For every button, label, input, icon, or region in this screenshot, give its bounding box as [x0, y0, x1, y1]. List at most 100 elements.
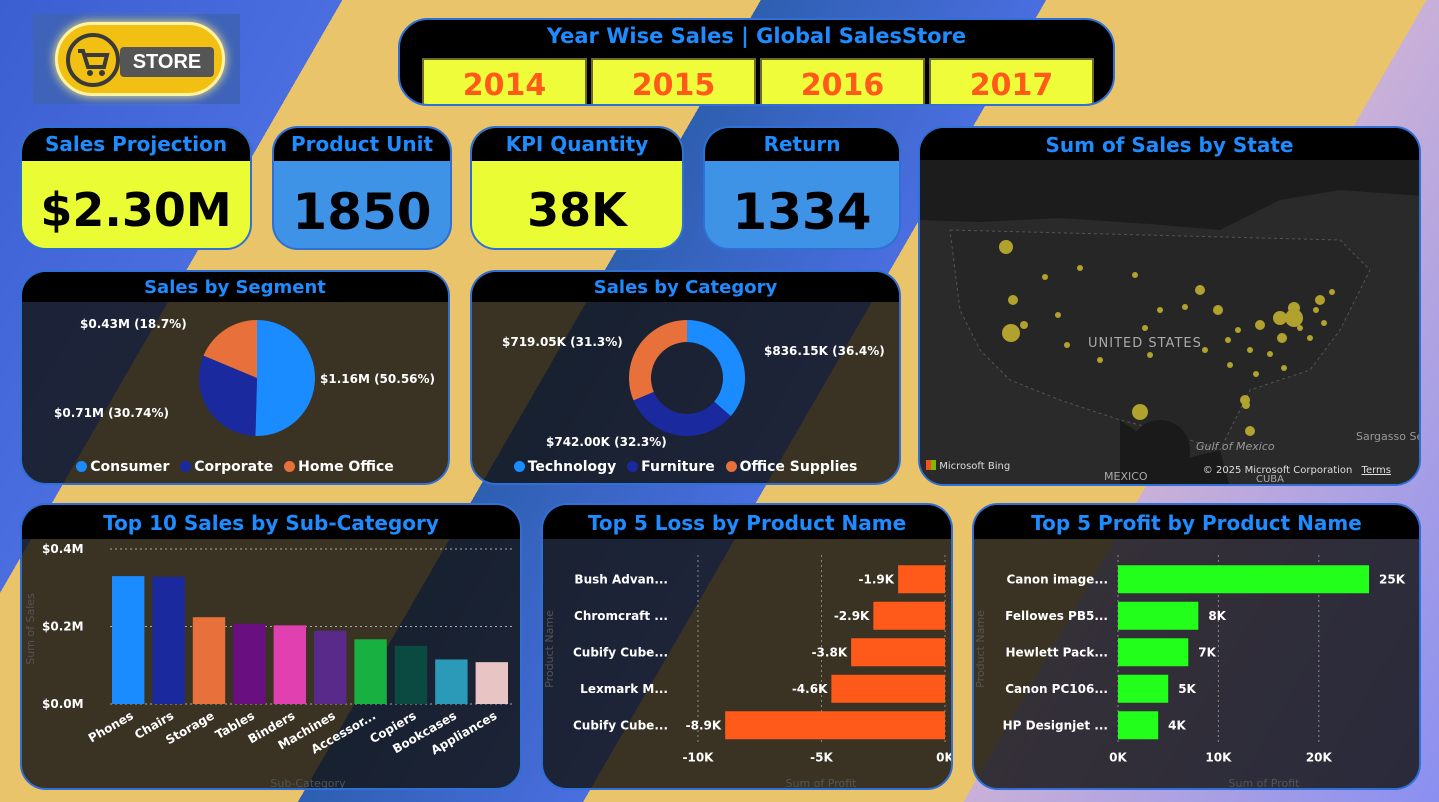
- y-tick-label: $0.0M: [42, 697, 84, 711]
- kpi-quantity: KPI Quantity 38K: [470, 126, 684, 250]
- kpi-product-unit: Product Unit 1850: [272, 126, 452, 250]
- category-label: Fellowes PB5...: [1005, 609, 1108, 623]
- map-panel[interactable]: Sum of Sales by State UNITED STATES MEXI…: [918, 126, 1421, 486]
- slice-consumer[interactable]: [255, 320, 315, 436]
- value-label: 8K: [1208, 609, 1226, 623]
- map-title: Sum of Sales by State: [920, 128, 1419, 160]
- slice-corporate[interactable]: [198, 355, 257, 436]
- kpi-title: Return: [705, 128, 899, 161]
- y-tick-label: $0.2M: [42, 620, 84, 634]
- bar-phones[interactable]: [112, 576, 145, 704]
- map-attribution: Microsoft Bing: [926, 460, 1010, 472]
- segment-label-home-office: $0.43M (18.7%): [80, 317, 187, 331]
- category-label: Cubify Cube...: [573, 718, 668, 732]
- y-axis-label: Sum of Sales: [24, 593, 37, 665]
- value-label: 7K: [1198, 645, 1216, 659]
- map-terms-link[interactable]: Terms: [1361, 465, 1391, 476]
- value-label: -1.9K: [859, 572, 895, 586]
- map-label-gulf: Gulf of Mexico: [1196, 440, 1275, 453]
- bar-appliances[interactable]: [475, 662, 508, 704]
- kpi-title: Product Unit: [274, 128, 450, 161]
- category-label: Lexmark M...: [580, 682, 668, 696]
- kpi-value: 38K: [527, 183, 627, 237]
- bar[interactable]: [1118, 601, 1199, 630]
- bar[interactable]: [898, 565, 945, 594]
- subcat-panel: Top 10 Sales by Sub-Category $0.4M $0.2M $…: [20, 503, 522, 790]
- category-label-technology: $836.15K (36.4%): [764, 344, 885, 358]
- kpi-value: $2.30M: [40, 183, 232, 237]
- store-logo: STORE: [33, 14, 240, 104]
- x-tick-label: -5K: [810, 751, 833, 765]
- bar[interactable]: [725, 711, 945, 740]
- subcat-bar-chart[interactable]: $0.4M$0.2M$0.0MPhonesChairsStorageTables…: [22, 539, 522, 790]
- category-label: Cubify Cube...: [573, 645, 668, 659]
- category-label: Hewlett Pack...: [1005, 645, 1108, 659]
- year-button-2014[interactable]: 2014: [422, 58, 587, 104]
- bar-copiers[interactable]: [394, 645, 428, 704]
- category-donut-chart[interactable]: [472, 302, 901, 452]
- subcat-title: Top 10 Sales by Sub-Category: [22, 505, 520, 539]
- value-label: -8.9K: [686, 718, 722, 732]
- segment-label-consumer: $1.16M (50.56%): [320, 372, 436, 386]
- bar[interactable]: [1118, 638, 1189, 667]
- bar-binders[interactable]: [273, 625, 306, 704]
- kpi-value: 1850: [292, 183, 432, 241]
- legend-dot: [627, 461, 639, 472]
- x-tick-label: Phones: [86, 708, 136, 745]
- map-label-sargasso: Sargasso Se: [1356, 430, 1421, 443]
- year-slicer-title: Year Wise Sales | Global SalesStore: [546, 24, 967, 48]
- legend-dot: [76, 461, 88, 472]
- slice-home-office[interactable]: [203, 320, 257, 378]
- category-label-furniture: $742.00K (32.3%): [546, 435, 667, 449]
- kpi-value: 1334: [732, 183, 872, 241]
- bar-tables[interactable]: [233, 623, 266, 704]
- value-label: -4.6K: [792, 682, 828, 696]
- segment-title: Sales by Segment: [22, 272, 448, 302]
- slice-technology[interactable]: [687, 320, 745, 417]
- cart-icon: [66, 33, 120, 87]
- profit-bar-chart[interactable]: 0K 10K 20K Canon image... 25K Fellowes PB5...…: [974, 539, 1421, 790]
- category-legend: Technology Furniture Office Supplies: [472, 459, 899, 475]
- x-tick-label: 0K: [936, 751, 953, 765]
- bar[interactable]: [873, 601, 945, 630]
- bar-chairs[interactable]: [152, 576, 185, 704]
- segment-label-corporate: $0.71M (30.74%): [54, 406, 170, 420]
- bar-machines[interactable]: [314, 630, 347, 704]
- loss-bar-chart[interactable]: -10K -5K 0K Bush Advan... -1.9K Chromcraft ..…: [543, 539, 953, 790]
- value-label: -2.9K: [834, 609, 870, 623]
- loss-panel: Top 5 Loss by Product Name -10K -5K 0K Bush…: [541, 503, 953, 790]
- bar[interactable]: [1118, 674, 1169, 703]
- x-axis-label: Sub-Category: [270, 777, 346, 790]
- x-tick-label: 0K: [1109, 751, 1127, 765]
- year-button-2016[interactable]: 2016: [760, 58, 925, 104]
- bar[interactable]: [831, 674, 945, 703]
- slice-office-supplies[interactable]: [629, 320, 687, 401]
- y-axis-label: Product Name: [974, 610, 987, 688]
- map-label-usa: UNITED STATES: [1088, 336, 1202, 351]
- category-title: Sales by Category: [472, 272, 899, 302]
- x-tick-label: 10K: [1205, 751, 1232, 765]
- value-label: 25K: [1379, 572, 1406, 586]
- slice-furniture[interactable]: [633, 391, 731, 436]
- x-axis-label: Sum of Profit: [786, 777, 858, 790]
- state-bubbles: [999, 240, 1335, 436]
- bar[interactable]: [1118, 711, 1159, 740]
- microsoft-icon: [926, 460, 936, 470]
- segment-legend: Consumer Corporate Home Office: [22, 459, 448, 475]
- category-label: Canon PC106...: [1005, 682, 1108, 696]
- segment-pie-chart[interactable]: [22, 302, 450, 452]
- kpi-title: Sales Projection: [22, 128, 250, 161]
- bar-storage[interactable]: [192, 617, 226, 704]
- map-canvas[interactable]: UNITED STATES MEXICO Gulf of Mexico CUBA…: [920, 160, 1421, 486]
- bar[interactable]: [1118, 565, 1370, 594]
- year-button-2017[interactable]: 2017: [929, 58, 1094, 104]
- bar-accessor[interactable]: [354, 639, 387, 704]
- segment-panel: Sales by Segment $1.16M (50.56%) $0.71M …: [20, 270, 450, 485]
- kpi-return: Return 1334: [703, 126, 901, 250]
- y-tick-label: $0.4M: [42, 542, 84, 556]
- x-axis-label: Sum of Profit: [1229, 777, 1301, 790]
- bar-bookcases[interactable]: [435, 659, 468, 704]
- bar[interactable]: [851, 638, 945, 667]
- year-button-2015[interactable]: 2015: [591, 58, 756, 104]
- year-slicer: Year Wise Sales | Global SalesStore 2014…: [398, 18, 1115, 106]
